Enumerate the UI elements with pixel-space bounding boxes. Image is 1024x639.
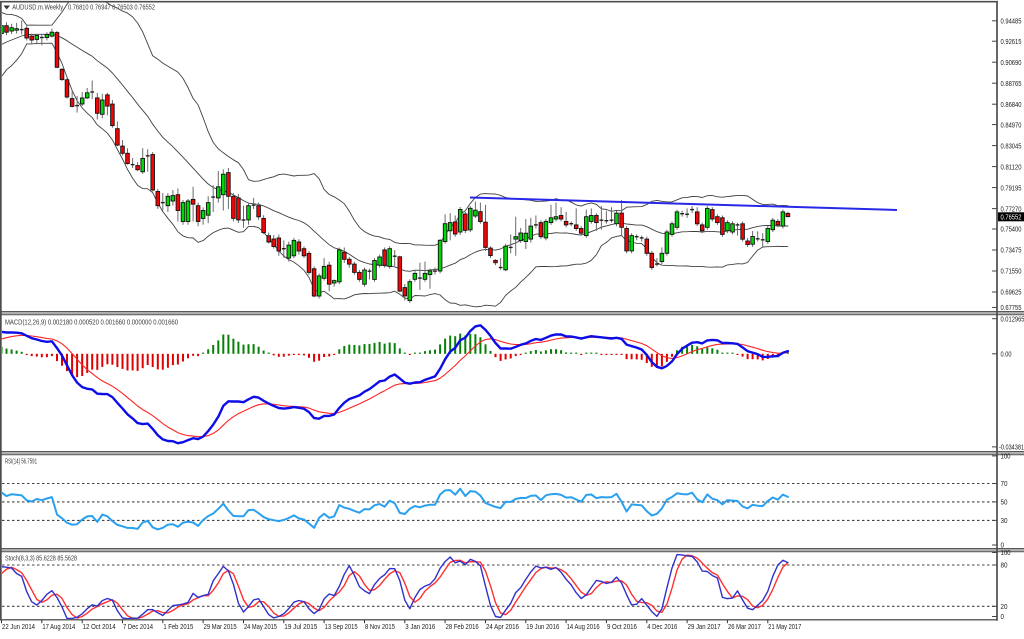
- svg-text:0.76552: 0.76552: [1001, 213, 1022, 222]
- svg-text:3 Jan 2016: 3 Jan 2016: [405, 622, 435, 631]
- svg-text:0.67755: 0.67755: [1001, 303, 1022, 312]
- svg-text:19 Jul 2015: 19 Jul 2015: [284, 622, 317, 631]
- svg-text:Stoch(8,3,3) 85.6228 85.5628: Stoch(8,3,3) 85.6228 85.5628: [5, 554, 77, 563]
- svg-text:20: 20: [1001, 602, 1008, 611]
- svg-text:MACD(12,26,9) 0.002180 0.00052: MACD(12,26,9) 0.002180 0.000520 0.001660…: [5, 317, 178, 326]
- svg-text:0.012965: 0.012965: [1001, 314, 1024, 323]
- svg-text:14 Aug 2016: 14 Aug 2016: [567, 622, 600, 631]
- svg-text:30: 30: [1001, 516, 1008, 525]
- svg-text:29 Jan 2017: 29 Jan 2017: [688, 622, 721, 631]
- svg-text:80: 80: [1001, 561, 1008, 570]
- svg-text:0.71550: 0.71550: [1001, 267, 1022, 276]
- svg-text:28 Feb 2016: 28 Feb 2016: [446, 622, 479, 631]
- svg-text:RSI(14) 56.7591: RSI(14) 56.7591: [5, 457, 37, 466]
- svg-text:1 Feb 2015: 1 Feb 2015: [163, 622, 193, 631]
- svg-text:24 Apr 2016: 24 Apr 2016: [486, 622, 519, 631]
- svg-text:100: 100: [1001, 452, 1011, 461]
- svg-text:0: 0: [1001, 612, 1005, 621]
- svg-text:21 May 2017: 21 May 2017: [768, 622, 801, 631]
- svg-text:12 Oct 2014: 12 Oct 2014: [83, 622, 116, 631]
- svg-text:26 Mar 2017: 26 Mar 2017: [728, 622, 761, 631]
- svg-text:0.90690: 0.90690: [1001, 58, 1022, 67]
- svg-text:0.81120: 0.81120: [1001, 162, 1022, 171]
- svg-text:0.94485: 0.94485: [1001, 16, 1022, 25]
- svg-text:0.84970: 0.84970: [1001, 120, 1022, 129]
- svg-text:0.86840: 0.86840: [1001, 100, 1022, 109]
- svg-text:70: 70: [1001, 479, 1008, 488]
- svg-text:0.88765: 0.88765: [1001, 79, 1022, 88]
- svg-text:9 Oct 2016: 9 Oct 2016: [607, 622, 637, 631]
- svg-text:8 Nov 2015: 8 Nov 2015: [365, 622, 395, 631]
- svg-text:0.73475: 0.73475: [1001, 246, 1022, 255]
- svg-text:22 Jun 2014: 22 Jun 2014: [2, 622, 35, 631]
- svg-text:13 Sep 2015: 13 Sep 2015: [325, 622, 358, 631]
- svg-text:29 Mar 2015: 29 Mar 2015: [204, 622, 237, 631]
- svg-text:100: 100: [1001, 548, 1011, 557]
- svg-text:17 Aug 2014: 17 Aug 2014: [42, 622, 75, 631]
- svg-text:0.76810 0.76947 0.76503 0.7655: 0.76810 0.76947 0.76503 0.76552: [68, 2, 155, 11]
- svg-text:0.79195: 0.79195: [1001, 183, 1022, 192]
- svg-text:0.00: 0.00: [1001, 350, 1012, 359]
- svg-text:4 Dec 2016: 4 Dec 2016: [647, 622, 677, 631]
- svg-text:24 May 2015: 24 May 2015: [244, 622, 277, 631]
- svg-text:50: 50: [1001, 498, 1008, 507]
- svg-text:0.83045: 0.83045: [1001, 141, 1022, 150]
- svg-text:0.92615: 0.92615: [1001, 37, 1022, 46]
- svg-text:0.75400: 0.75400: [1001, 225, 1022, 234]
- svg-text:0.69625: 0.69625: [1001, 288, 1022, 297]
- svg-text:-0.034381: -0.034381: [999, 443, 1024, 452]
- svg-text:7 Dec 2014: 7 Dec 2014: [123, 622, 153, 631]
- svg-text:19 Jun 2016: 19 Jun 2016: [526, 622, 559, 631]
- svg-text:AUDUSD.m.Weekly: AUDUSD.m.Weekly: [12, 2, 63, 11]
